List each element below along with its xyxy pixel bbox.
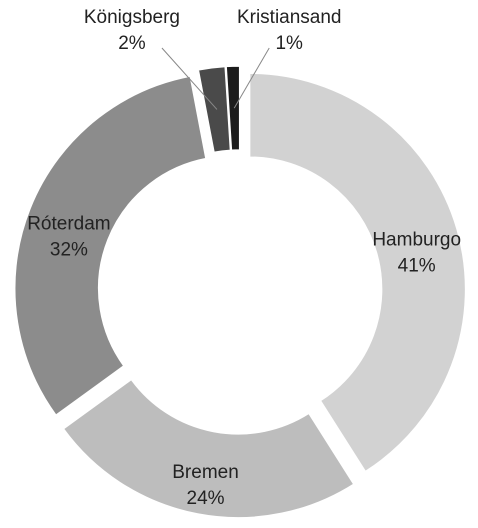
slice-value-label: 32% — [50, 239, 88, 260]
slice-label: Kristiansand — [237, 7, 342, 28]
slice-value-label: 24% — [187, 488, 225, 509]
slice-label: Königsberg — [84, 7, 180, 28]
donut-slice — [248, 72, 467, 473]
donut-slice — [62, 378, 355, 519]
leader-line — [161, 47, 218, 110]
slice-label: Róterdam — [27, 213, 110, 234]
slice-label: Hamburgo — [372, 230, 461, 251]
slice-value-label: 1% — [275, 33, 303, 54]
donut-slice — [225, 65, 241, 152]
slice-label: Bremen — [172, 462, 239, 483]
leader-line — [233, 47, 270, 109]
donut-slice — [197, 65, 232, 154]
donut-slice — [13, 75, 207, 417]
slice-value-label: 2% — [118, 33, 146, 54]
slice-value-label: 41% — [398, 256, 436, 277]
